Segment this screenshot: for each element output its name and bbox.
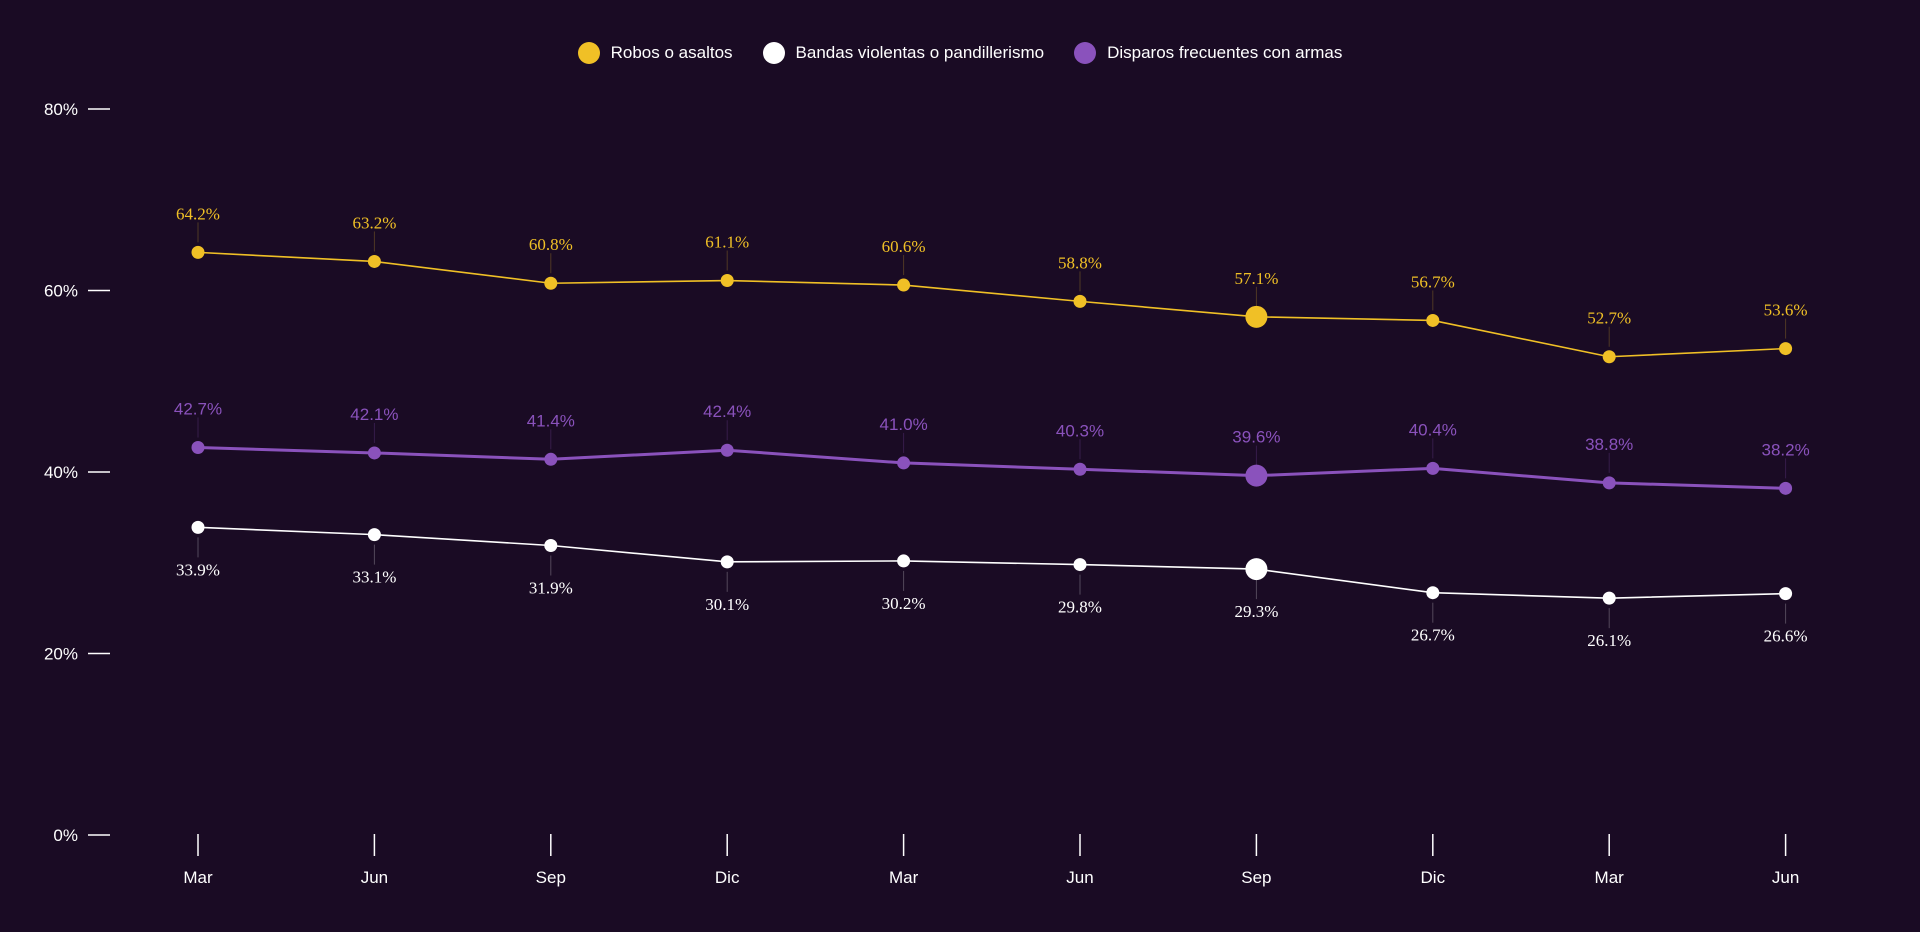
data-label-disparos: 38.8% — [1585, 435, 1633, 454]
legend-item-robos[interactable]: Robos o asaltos — [577, 42, 733, 64]
data-labels: 64.2% 63.2% 60.8% 61.1% 60.6% 58.8% 57.1% 56.7%… — [174, 204, 1810, 650]
x-tick-label: Mar — [183, 868, 213, 887]
data-point-bandas[interactable] — [897, 554, 911, 568]
y-axis: 0% 20% 40% 60% 80% — [44, 100, 110, 845]
y-tick-label: 0% — [53, 826, 78, 845]
x-tick-label: Sep — [536, 868, 566, 887]
data-label-bandas: 26.1% — [1587, 631, 1631, 650]
legend-marker-bandas — [762, 42, 785, 64]
data-point-robos[interactable] — [191, 245, 205, 259]
data-point-disparos[interactable] — [1602, 476, 1616, 490]
data-label-bandas: 33.1% — [352, 568, 396, 587]
data-point-bandas[interactable] — [1426, 586, 1440, 600]
x-axis: Mar Jun Sep Dic Mar Jun Sep Dic Mar Jun — [183, 834, 1799, 887]
data-label-disparos: 42.7% — [174, 399, 222, 418]
data-label-bandas: 31.9% — [529, 579, 573, 598]
x-tick-label: Jun — [1066, 868, 1093, 887]
data-label-bandas: 26.7% — [1411, 626, 1455, 645]
legend-item-disparos[interactable]: Disparos frecuentes con armas — [1074, 42, 1342, 64]
data-point-bandas[interactable] — [1073, 558, 1087, 572]
data-point-disparos[interactable] — [897, 456, 911, 470]
x-tick-label: Dic — [715, 868, 740, 887]
data-point-disparos[interactable] — [720, 443, 734, 457]
data-label-disparos: 38.2% — [1761, 440, 1809, 459]
data-point-disparos[interactable] — [1245, 464, 1268, 487]
y-tick-label: 20% — [44, 645, 78, 664]
series-line-disparos — [197, 445, 1786, 490]
legend-label-bandas: Bandas violentas o pandillerismo — [795, 43, 1045, 62]
data-point-robos[interactable] — [1602, 350, 1616, 364]
data-point-bandas[interactable] — [367, 528, 381, 542]
data-point-robos[interactable] — [1073, 294, 1087, 308]
data-label-bandas: 30.1% — [705, 595, 749, 614]
legend-marker-robos — [577, 42, 600, 64]
legend: Robos o asaltos Bandas violentas o pandi… — [0, 42, 1920, 64]
data-label-disparos: 41.4% — [527, 411, 575, 430]
data-point-disparos[interactable] — [1426, 461, 1440, 475]
data-point-robos[interactable] — [897, 278, 911, 292]
data-label-disparos: 40.3% — [1056, 421, 1104, 440]
data-label-disparos: 40.4% — [1409, 420, 1457, 439]
legend-label-disparos: Disparos frecuentes con armas — [1107, 43, 1343, 62]
data-point-robos[interactable] — [1245, 305, 1268, 328]
data-point-bandas[interactable] — [1779, 587, 1793, 601]
data-label-disparos: 41.0% — [879, 415, 927, 434]
data-point-robos[interactable] — [544, 276, 558, 290]
data-label-robos: 60.8% — [529, 235, 573, 254]
legend-label-robos: Robos o asaltos — [610, 43, 733, 62]
data-label-bandas: 33.9% — [176, 560, 220, 579]
data-label-robos: 58.8% — [1058, 253, 1102, 272]
data-label-robos: 52.7% — [1587, 309, 1631, 328]
x-tick-label: Sep — [1241, 868, 1271, 887]
label-leaders — [197, 222, 1787, 629]
data-point-robos[interactable] — [720, 274, 734, 288]
series-line-bandas — [197, 526, 1786, 599]
data-label-disparos: 39.6% — [1232, 428, 1280, 447]
legend-marker-disparos — [1074, 42, 1097, 64]
data-point-bandas[interactable] — [1245, 558, 1268, 581]
data-label-bandas: 26.6% — [1764, 627, 1808, 646]
data-point-bandas[interactable] — [191, 520, 205, 534]
data-point-disparos[interactable] — [544, 452, 558, 466]
x-tick-label: Dic — [1421, 868, 1446, 887]
series-line-robos — [197, 251, 1786, 358]
x-tick-label: Mar — [1595, 868, 1625, 887]
data-label-robos: 64.2% — [176, 204, 220, 223]
data-label-robos: 56.7% — [1411, 272, 1455, 291]
x-tick-label: Jun — [1772, 868, 1799, 887]
y-tick-label: 80% — [44, 100, 78, 119]
data-label-robos: 57.1% — [1234, 269, 1278, 288]
data-point-robos[interactable] — [367, 254, 381, 268]
series-points — [191, 245, 1793, 605]
data-label-disparos: 42.1% — [350, 405, 398, 424]
data-point-disparos[interactable] — [1073, 462, 1087, 476]
data-point-disparos[interactable] — [191, 440, 205, 454]
data-label-robos: 61.1% — [705, 233, 749, 252]
data-point-disparos[interactable] — [367, 446, 381, 460]
data-point-bandas[interactable] — [1602, 591, 1616, 605]
data-point-bandas[interactable] — [720, 555, 734, 569]
legend-item-bandas[interactable]: Bandas violentas o pandillerismo — [762, 42, 1045, 64]
data-label-bandas: 29.8% — [1058, 598, 1102, 617]
x-tick-label: Jun — [361, 868, 388, 887]
data-label-bandas: 30.2% — [882, 594, 926, 613]
data-label-disparos: 42.4% — [703, 402, 751, 421]
data-point-robos[interactable] — [1779, 342, 1793, 356]
data-point-robos[interactable] — [1426, 313, 1440, 327]
y-tick-label: 60% — [44, 282, 78, 301]
y-tick-label: 40% — [44, 463, 78, 482]
x-tick-label: Mar — [889, 868, 919, 887]
data-label-robos: 60.6% — [882, 237, 926, 256]
data-label-robos: 53.6% — [1764, 301, 1808, 320]
data-label-bandas: 29.3% — [1234, 602, 1278, 621]
data-label-robos: 63.2% — [352, 213, 396, 232]
data-point-bandas[interactable] — [544, 539, 558, 553]
data-point-disparos[interactable] — [1779, 481, 1793, 495]
series-lines — [197, 251, 1786, 599]
